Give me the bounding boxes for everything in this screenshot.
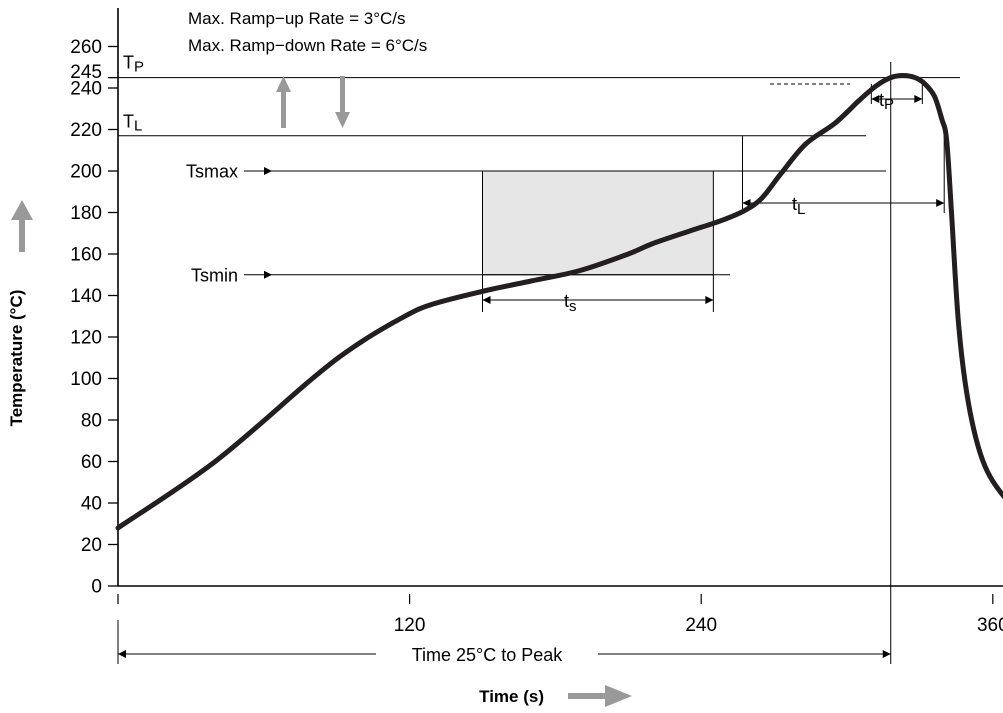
ramp-up-arrow-shaft: [281, 90, 286, 128]
temperature-profile-line: [118, 76, 1003, 545]
y-tick-label: 120: [70, 328, 102, 349]
y-tick-label: 140: [70, 286, 102, 307]
y-tick-label: 200: [70, 162, 102, 183]
y-axis-arrow-icon: [11, 200, 33, 252]
ramp-down-note: Max. Ramp−down Rate = 6°C/s: [188, 36, 427, 55]
y-tick-label: 180: [70, 203, 102, 224]
y-tick-label: 80: [81, 411, 102, 432]
tp-interval-label: tP: [879, 90, 894, 113]
y-tick-label: 20: [81, 535, 102, 556]
ramp-up-arrow-icon: [276, 76, 291, 92]
y-tick-label: 100: [70, 369, 102, 390]
y-tick-label: 60: [81, 452, 102, 473]
axes-layer: 0 20 40 60 80 100 120 140 160 180 200 220 240 260 245 1…: [70, 8, 1003, 636]
y-tick-label: 160: [70, 245, 102, 266]
intervals-layer: ts tL tP Time 25°C to Peak: [118, 62, 944, 666]
ramp-up-note: Max. Ramp−up Rate = 3°C/s: [188, 9, 406, 28]
y-axis-label: Temperature (°C): [7, 290, 26, 427]
tl-interval-label: tL: [792, 194, 805, 218]
ramp-down-arrow-icon: [335, 112, 350, 128]
soak-region: [483, 171, 714, 275]
soak-layer: [483, 171, 714, 275]
y-tick-label: 245: [70, 62, 102, 83]
tl-level-label: TL: [123, 112, 142, 135]
tsmax-label: Tsmax: [186, 162, 238, 182]
x-tick-label: 360: [977, 615, 1003, 636]
tp-level-label: TP: [123, 53, 144, 76]
x-tick-label: 240: [685, 615, 717, 636]
ramp-down-arrow-shaft: [340, 76, 345, 114]
x-tick-label: 120: [394, 615, 426, 636]
tsmin-label: Tsmin: [191, 265, 238, 285]
y-tick-label: 40: [81, 494, 102, 515]
ts-label: ts: [564, 291, 577, 315]
y-tick-label: 260: [70, 37, 102, 58]
x-axis-arrow-icon: [568, 685, 632, 707]
x-axis-label: Time (s): [479, 687, 544, 706]
y-tick-label: 0: [91, 577, 102, 598]
time-to-peak-label: Time 25°C to Peak: [412, 645, 564, 665]
y-tick-label: 220: [70, 120, 102, 141]
notes-layer: Max. Ramp−up Rate = 3°C/s Max. Ramp−down …: [188, 9, 427, 128]
curve-layer: [118, 76, 1003, 545]
